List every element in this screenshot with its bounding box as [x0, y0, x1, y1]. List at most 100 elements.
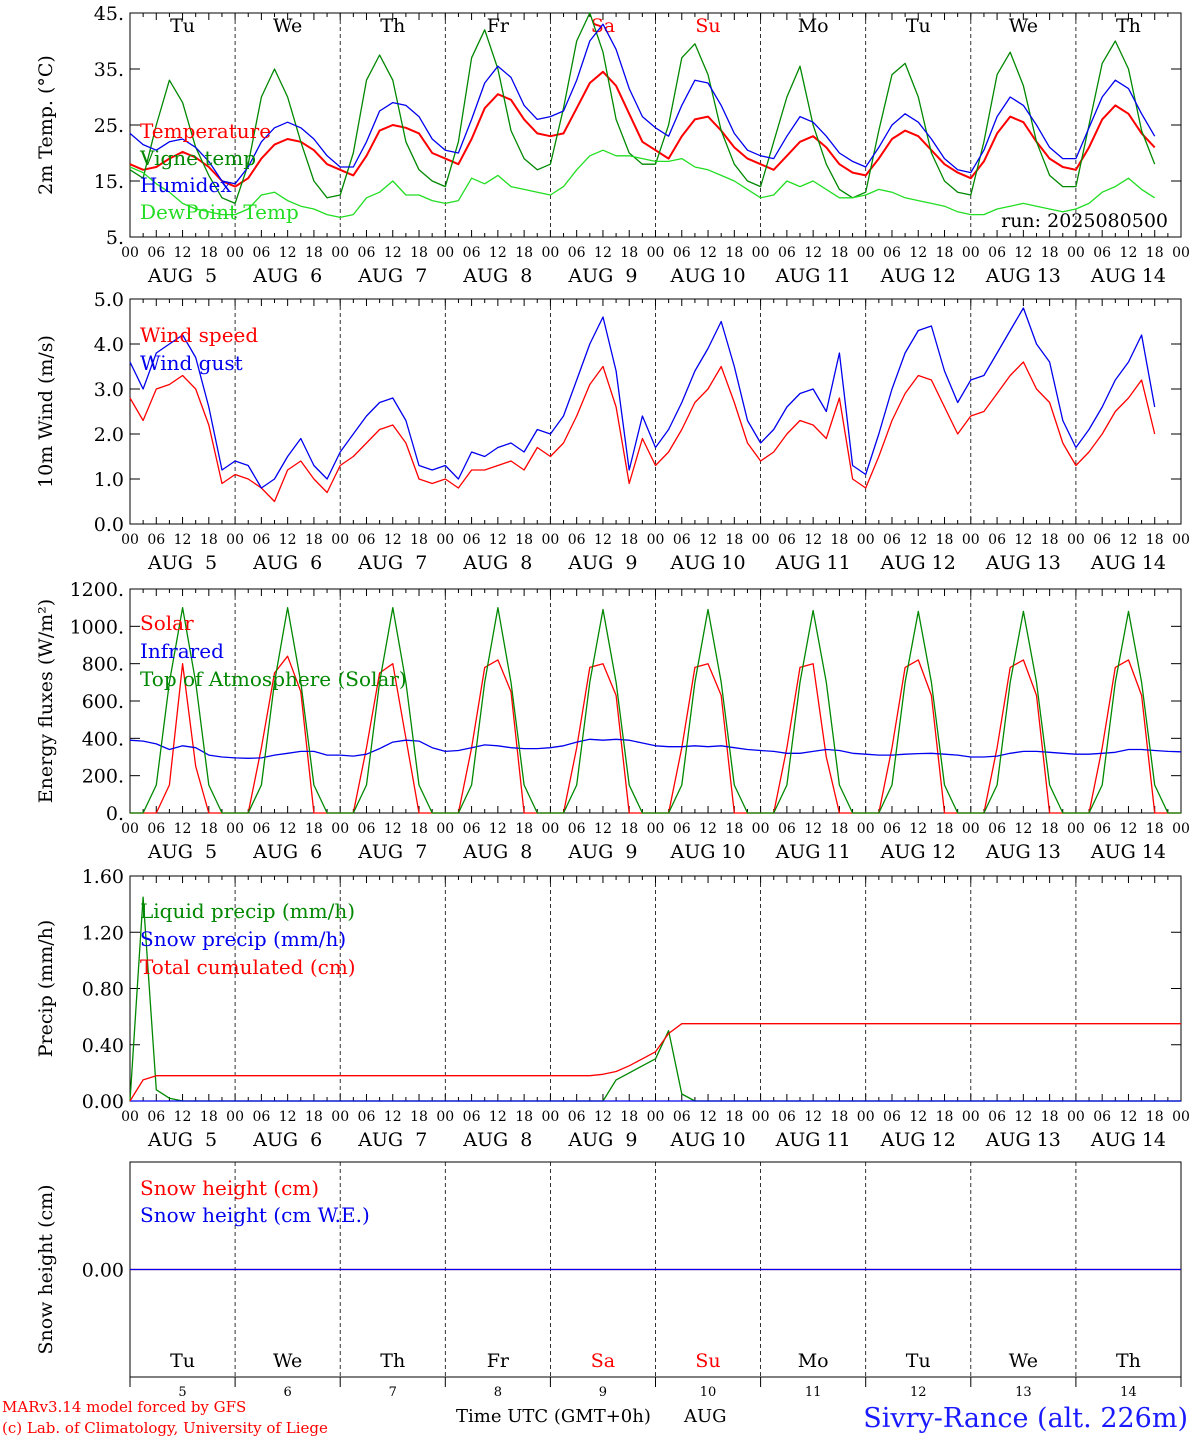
panel-1: 00 06 12 18 00 06 12 18 00 06 12 18 00 06 12 18 00 06 12 18…	[35, 3, 1190, 287]
hour-label: 18	[1146, 821, 1164, 837]
hour-label: 00	[331, 532, 349, 548]
hour-label: 00	[541, 1109, 559, 1125]
hour-label: 18	[1146, 1109, 1164, 1125]
hour-label: 06	[673, 532, 691, 548]
series-line-2	[129, 1023, 1181, 1102]
hour-label: 06	[463, 532, 481, 548]
lab-credit: (c) Lab. of Climatology, University of L…	[2, 1419, 328, 1437]
date-label: AUG 6	[252, 1129, 322, 1151]
weekday-label: Su	[695, 1350, 720, 1372]
date-label: AUG 13	[985, 841, 1061, 863]
date-label: AUG 7	[357, 265, 427, 287]
legend-entry: Total cumulated (cm)	[140, 955, 356, 979]
hour-label: 06	[1093, 245, 1111, 261]
hour-label: 06	[1093, 821, 1111, 837]
date-label: AUG 5	[147, 841, 217, 863]
hour-label: 12	[279, 821, 297, 837]
hour-label: 12	[174, 821, 192, 837]
day-number-label: 5	[178, 1385, 186, 1400]
y-tick-label: 1200.	[70, 579, 124, 601]
hour-label: 00	[752, 1109, 770, 1125]
hour-label: 12	[384, 532, 402, 548]
hour-label: 06	[358, 245, 376, 261]
hour-label: 12	[279, 532, 297, 548]
date-label: AUG 7	[357, 552, 427, 574]
hour-label: 18	[305, 532, 323, 548]
weekday-label: We	[273, 1350, 302, 1372]
hour-label: 06	[778, 821, 796, 837]
date-label: AUG 5	[147, 1129, 217, 1151]
hour-label: 18	[305, 1109, 323, 1125]
hour-label: 12	[594, 1109, 612, 1125]
hour-label: 12	[1120, 1109, 1138, 1125]
date-label: AUG 7	[357, 1129, 427, 1151]
hour-label: 18	[1041, 1109, 1059, 1125]
legend-entry: Snow height (cm W.E.)	[140, 1203, 370, 1227]
hour-label: 06	[463, 245, 481, 261]
hour-label: 18	[936, 821, 954, 837]
model-credit: MARv3.14 model forced by GFS	[2, 1398, 247, 1416]
weekday-label: Fr	[487, 15, 510, 37]
hour-label: 18	[831, 1109, 849, 1125]
hour-label: 12	[384, 1109, 402, 1125]
hour-label: 00	[121, 821, 139, 837]
hour-label: 18	[620, 532, 638, 548]
hour-label: 06	[568, 821, 586, 837]
day-number-label: 12	[910, 1385, 927, 1400]
hour-label: 18	[515, 821, 533, 837]
hour-label: 12	[489, 245, 507, 261]
hour-label: 00	[962, 1109, 980, 1125]
hour-label: 06	[147, 532, 165, 548]
hour-label: 18	[515, 1109, 533, 1125]
hour-label: 12	[384, 821, 402, 837]
y-tick-label: 4.0	[94, 334, 124, 356]
hour-label: 18	[1041, 245, 1059, 261]
series-line-2	[129, 23, 1156, 185]
weekday-label: Tu	[170, 15, 195, 37]
hour-label: 12	[279, 1109, 297, 1125]
hour-label: 12	[1120, 532, 1138, 548]
legend-entry: Temperature	[140, 119, 271, 143]
hour-label: 06	[1093, 1109, 1111, 1125]
y-tick-label: 0.00	[82, 1091, 124, 1113]
hour-label: 06	[358, 1109, 376, 1125]
month-label: AUG	[684, 1406, 727, 1427]
y-tick-label: 5.	[106, 227, 124, 249]
date-label: AUG 8	[462, 265, 532, 287]
weekday-label: Tu	[906, 15, 931, 37]
hour-label: 06	[883, 532, 901, 548]
panel-4: 00 06 12 18 00 06 12 18 00 06 12 18 00 06 12 18 00 06 12 18…	[35, 866, 1190, 1151]
date-label: AUG 8	[462, 841, 532, 863]
y-tick-label: 2.0	[94, 424, 124, 446]
hour-label: 18	[936, 245, 954, 261]
date-label: AUG 13	[985, 1129, 1061, 1151]
hour-label: 06	[147, 245, 165, 261]
hour-label: 00	[331, 245, 349, 261]
hour-label: 00	[436, 245, 454, 261]
legend-entry: Infrared	[140, 639, 224, 663]
hour-label: 12	[1014, 245, 1032, 261]
y-tick-label: 45.	[94, 3, 124, 25]
hour-label: 00	[226, 245, 244, 261]
y-tick-label: 200.	[82, 766, 124, 788]
y-tick-label: 0.	[106, 803, 124, 825]
hour-label: 00	[752, 532, 770, 548]
hour-label: 06	[568, 532, 586, 548]
hour-label: 12	[1014, 1109, 1032, 1125]
hour-label: 06	[673, 1109, 691, 1125]
date-label: AUG 12	[880, 265, 956, 287]
hour-label: 12	[909, 245, 927, 261]
legend-entry: DewPoint Temp	[140, 200, 299, 224]
hour-label: 18	[725, 821, 743, 837]
hour-label: 18	[831, 821, 849, 837]
day-number-label: 7	[389, 1385, 397, 1400]
hour-label: 18	[200, 821, 218, 837]
hour-label: 06	[988, 1109, 1006, 1125]
time-axis-label: Time UTC (GMT+0h)	[456, 1406, 651, 1427]
weekday-label: Su	[695, 15, 720, 37]
hour-label: 00	[1067, 532, 1085, 548]
panel-5: 5 6 7 8 9 10 11 12 13 14 Tu We Th Fr Sa Su Mo Tu We Th 0.00 S…	[35, 1161, 1182, 1400]
hour-label: 06	[883, 245, 901, 261]
y-tick-label: 35.	[94, 59, 124, 81]
date-label: AUG 6	[252, 265, 322, 287]
